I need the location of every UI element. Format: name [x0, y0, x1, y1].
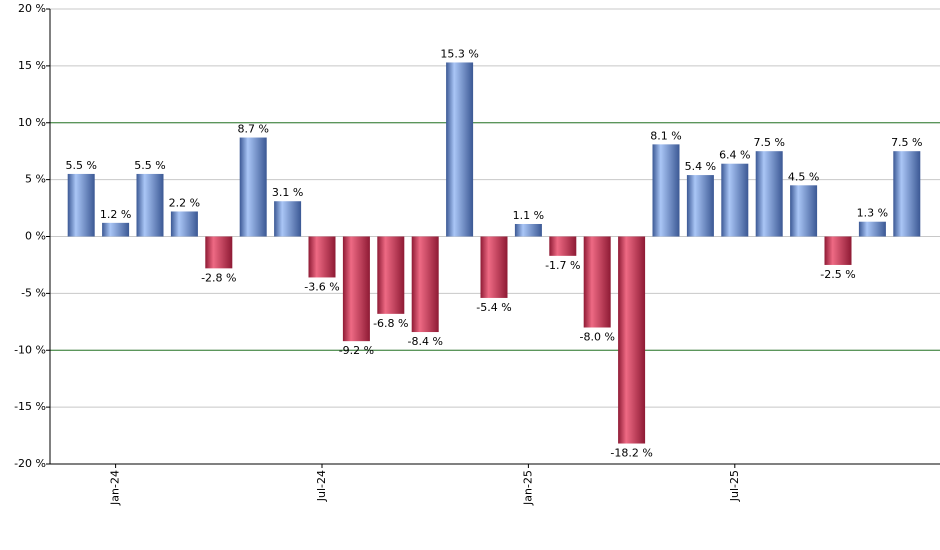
value-label: 1.2 %: [100, 208, 131, 221]
value-label: 8.1 %: [650, 129, 681, 142]
bar: [67, 173, 95, 237]
value-label: 8.7 %: [237, 123, 268, 136]
bar: [239, 137, 267, 237]
value-label: -8.4 %: [407, 335, 442, 348]
value-label: 5.5 %: [134, 159, 165, 172]
value-label: -8.0 %: [579, 331, 614, 344]
y-tick-label: -20 %: [14, 457, 46, 470]
value-label: 2.2 %: [169, 196, 200, 209]
bar: [102, 222, 130, 237]
bar: [411, 236, 439, 333]
value-label: 7.5 %: [753, 136, 784, 149]
value-label: 5.4 %: [685, 160, 716, 173]
bar: [618, 236, 646, 444]
bar: [858, 221, 886, 237]
y-tick-label: -10 %: [14, 343, 46, 356]
bar: [308, 236, 336, 278]
bar: [721, 163, 749, 237]
bar: [480, 236, 508, 298]
value-label: 4.5 %: [788, 170, 819, 183]
value-label: 5.5 %: [65, 159, 96, 172]
bar: [342, 236, 370, 342]
bar: [583, 236, 611, 328]
value-label: -9.2 %: [339, 344, 374, 357]
value-label: -6.8 %: [373, 317, 408, 330]
bar: [824, 236, 852, 265]
x-tick-label: Jul-25: [728, 470, 741, 502]
value-label: -18.2 %: [610, 447, 652, 460]
value-label: -3.6 %: [304, 280, 339, 293]
y-tick-label: -15 %: [14, 400, 46, 413]
y-tick-label: 5 %: [25, 173, 46, 186]
value-label: 1.1 %: [513, 209, 544, 222]
y-tick-label: 20 %: [18, 2, 46, 15]
value-label: -2.8 %: [201, 271, 236, 284]
y-tick-label: 0 %: [25, 230, 46, 243]
bar: [274, 201, 302, 237]
value-label: 1.3 %: [857, 207, 888, 220]
bar: [205, 236, 233, 269]
bar: [549, 236, 577, 256]
bar: [170, 211, 198, 237]
bar: [514, 223, 542, 237]
bar: [377, 236, 405, 314]
bar: [790, 185, 818, 237]
bar: [652, 144, 680, 237]
x-tick-label: Jan-24: [109, 470, 122, 506]
x-tick-label: Jan-25: [521, 470, 534, 506]
value-label: -1.7 %: [545, 259, 580, 272]
bar: [686, 175, 714, 237]
bar: [136, 173, 164, 237]
bar: [893, 151, 921, 237]
bar: [755, 151, 783, 237]
value-label: 7.5 %: [891, 136, 922, 149]
value-label: 3.1 %: [272, 186, 303, 199]
value-label: 15.3 %: [440, 47, 478, 60]
value-label: 6.4 %: [719, 149, 750, 162]
bar: [446, 62, 474, 237]
y-tick-label: 15 %: [18, 59, 46, 72]
value-label: -2.5 %: [820, 268, 855, 281]
y-tick-label: -5 %: [21, 286, 46, 299]
y-tick-label: 10 %: [18, 116, 46, 129]
value-label: -5.4 %: [476, 301, 511, 314]
x-tick-label: Jul-24: [315, 470, 328, 502]
